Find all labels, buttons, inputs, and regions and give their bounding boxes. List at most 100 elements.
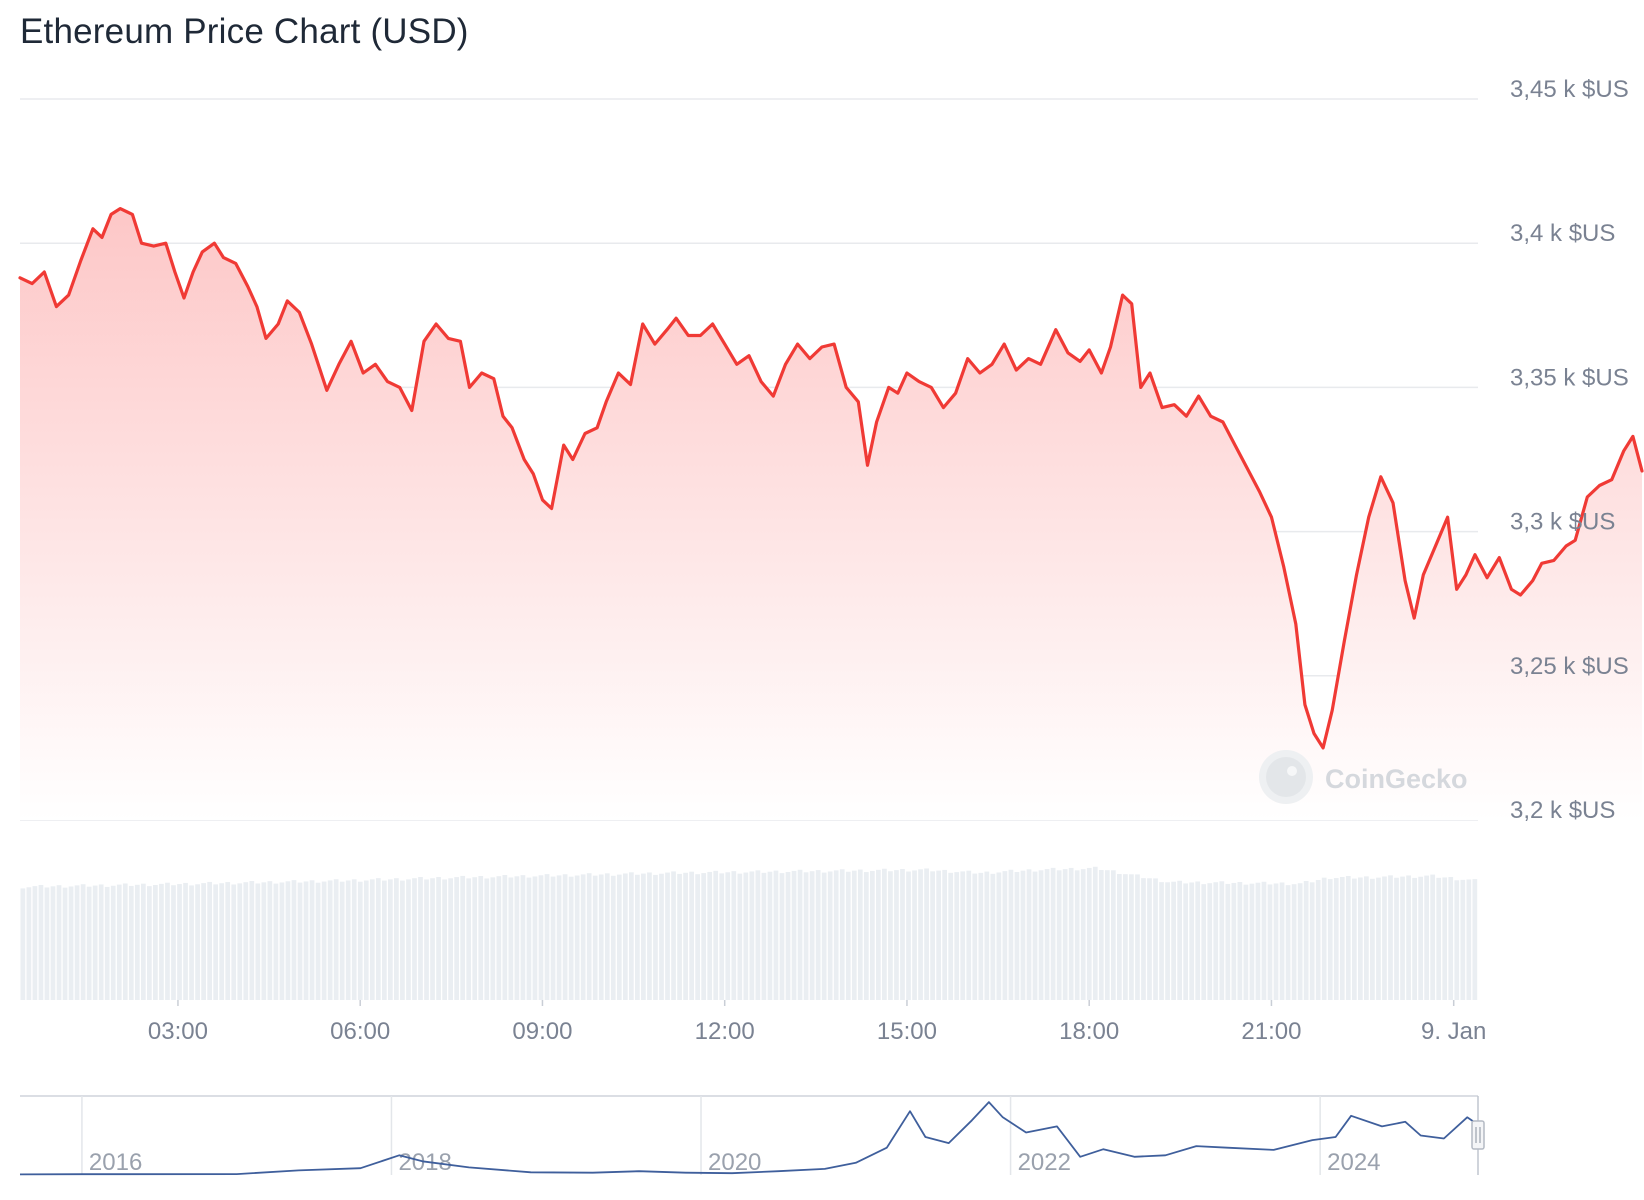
volume-bar bbox=[1424, 875, 1430, 1000]
volume-bar bbox=[1080, 869, 1086, 1000]
volume-bar bbox=[442, 879, 447, 1000]
chart-title: Ethereum Price Chart (USD) bbox=[20, 12, 469, 51]
volume-bar bbox=[104, 886, 110, 1000]
volume-bar bbox=[394, 878, 399, 1000]
volume-bar bbox=[894, 870, 899, 1000]
volume-bar bbox=[1189, 882, 1195, 1000]
volume-bar bbox=[641, 873, 646, 1000]
volume-bar bbox=[177, 884, 182, 1000]
y-tick-label: 3,2 k $US bbox=[1510, 797, 1615, 824]
volume-bar bbox=[701, 873, 707, 1000]
volume-bar bbox=[327, 880, 333, 1000]
volume-bar bbox=[719, 873, 725, 1000]
volume-bar bbox=[309, 880, 315, 1000]
volume-bar bbox=[388, 879, 393, 1000]
volume-bar bbox=[936, 870, 941, 1000]
volume-bar bbox=[948, 872, 954, 1000]
volume-bar bbox=[1183, 883, 1189, 1000]
volume-bar bbox=[363, 880, 369, 1000]
volume-bar bbox=[68, 886, 74, 1000]
volume-bar bbox=[496, 876, 502, 1000]
line-layer bbox=[18, 207, 1644, 750]
volume-bar bbox=[1074, 870, 1080, 1000]
volume-bar bbox=[532, 876, 538, 1000]
volume-bar bbox=[1345, 876, 1351, 1000]
volume-bar bbox=[225, 882, 231, 1000]
volume-bar bbox=[1231, 882, 1237, 1000]
volume-bar bbox=[671, 871, 676, 1000]
volume-bar bbox=[1460, 879, 1466, 1000]
volume-bar bbox=[918, 869, 923, 1000]
price-line bbox=[18, 207, 1644, 750]
coingecko-logo-icon bbox=[1259, 750, 1313, 804]
volume-bar bbox=[797, 869, 803, 1000]
volume-bar bbox=[773, 870, 779, 1000]
volume-bar bbox=[1358, 877, 1363, 1000]
volume-bar bbox=[1104, 870, 1110, 1000]
volume-bar bbox=[990, 873, 996, 1000]
volume-bar bbox=[743, 872, 749, 1000]
volume-bar bbox=[448, 878, 453, 1000]
volume-bar bbox=[586, 873, 592, 1000]
volume-bar bbox=[863, 872, 869, 1000]
volume-bar bbox=[1412, 877, 1417, 1000]
volume-bar bbox=[1044, 869, 1050, 1000]
volume-bar bbox=[827, 871, 833, 1000]
volume-bar bbox=[1291, 884, 1297, 1000]
volume-bar bbox=[869, 870, 875, 1000]
volume-bar bbox=[116, 884, 122, 1000]
volume-bar bbox=[1327, 879, 1333, 1000]
volume-bar bbox=[375, 878, 381, 1000]
y-tick-label: 3,45 k $US bbox=[1510, 76, 1629, 103]
volume-bar bbox=[508, 877, 514, 1000]
volume-bar bbox=[1255, 882, 1261, 1000]
navigator-handle-icon[interactable] bbox=[1471, 1120, 1485, 1150]
volume-bar bbox=[418, 877, 423, 1000]
volume-bar bbox=[1279, 882, 1285, 1000]
volume-bar bbox=[339, 881, 345, 1000]
volume-bar bbox=[369, 879, 375, 1000]
volume-bar bbox=[984, 871, 990, 1000]
navigator-year-label: 2022 bbox=[1018, 1149, 1071, 1176]
volume-bar bbox=[1110, 870, 1116, 1000]
volume-bar bbox=[809, 871, 815, 1000]
volume-bar bbox=[1020, 870, 1026, 1000]
volume-bar bbox=[201, 883, 206, 1000]
volume-bar bbox=[972, 873, 978, 1000]
volume-bar bbox=[556, 875, 562, 1000]
volume-bar bbox=[321, 881, 327, 1000]
volume-bar bbox=[1442, 877, 1448, 1000]
volume-bar bbox=[1364, 876, 1369, 1000]
volume-bar bbox=[592, 875, 598, 1000]
volume-bar bbox=[1448, 877, 1454, 1000]
volume-bar bbox=[749, 871, 755, 1000]
volume-bar bbox=[1376, 877, 1381, 1000]
volume-bar bbox=[845, 871, 851, 1000]
volume-bar bbox=[279, 882, 285, 1000]
volume-bar bbox=[647, 872, 652, 1000]
volume-bar bbox=[1008, 869, 1014, 1000]
volume-bar bbox=[815, 870, 821, 1000]
watermark-text: CoinGecko bbox=[1325, 764, 1468, 794]
volume-bar bbox=[1171, 881, 1176, 1000]
volume-bar bbox=[526, 877, 532, 1000]
navigator[interactable]: 2016 2018 2020 2022 2024 bbox=[19, 1095, 1485, 1176]
volume-bar bbox=[1249, 883, 1255, 1000]
volume-bar bbox=[731, 871, 737, 1000]
volume-bar bbox=[1454, 880, 1460, 1000]
volume-bar bbox=[677, 873, 682, 1000]
volume-bar bbox=[598, 874, 604, 1000]
navigator-line bbox=[19, 1101, 1479, 1176]
volume-bar bbox=[1219, 881, 1225, 1000]
volume-bar bbox=[1159, 882, 1164, 1000]
volume-bar bbox=[616, 874, 622, 1000]
volume-bar bbox=[1014, 872, 1020, 1000]
volume-bar bbox=[580, 874, 586, 1000]
x-axis: 03:00 06:00 09:00 12:00 15:00 18:00 21:00 9. Ja… bbox=[148, 1000, 1486, 1045]
volume-bar bbox=[412, 878, 417, 1000]
volume-bar bbox=[761, 872, 767, 1000]
volume-bar bbox=[1177, 880, 1182, 1000]
volume-bar bbox=[333, 879, 339, 1000]
